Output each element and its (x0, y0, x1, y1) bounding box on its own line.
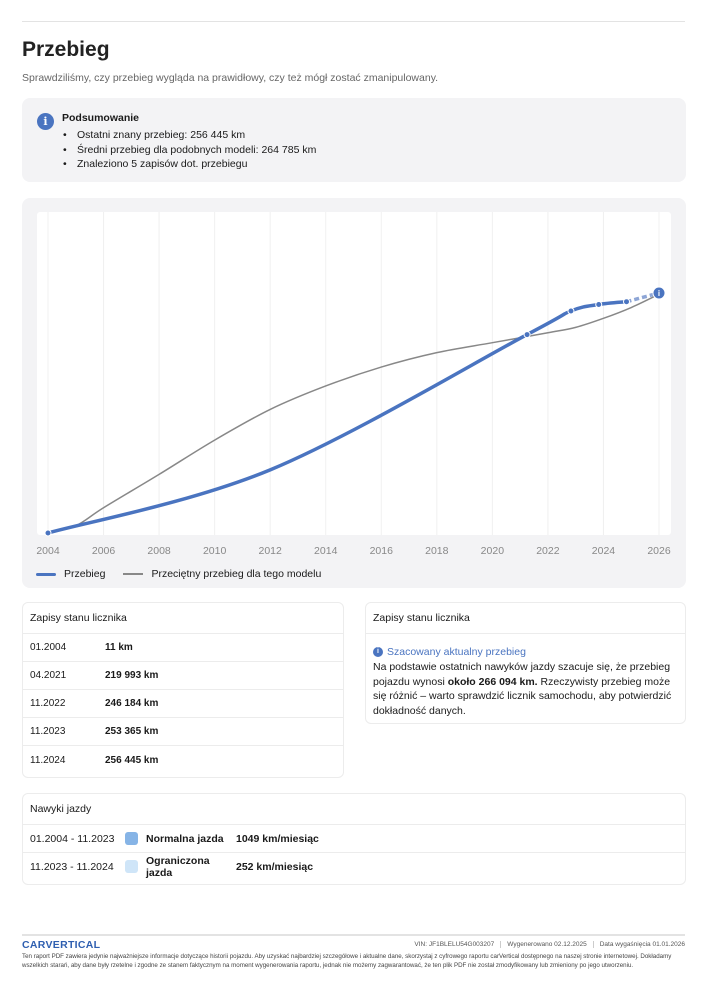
page-title: Przebieg (22, 38, 110, 61)
x-tick-label: 2022 (536, 545, 560, 557)
x-tick-label: 2006 (92, 545, 116, 557)
summary-box: i Podsumowanie Ostatni znany przebieg: 2… (22, 98, 686, 182)
mileage-record-point (44, 529, 52, 537)
report-meta: VIN: JF1BLELU54G003207 Wygenerowano 02.1… (414, 941, 685, 948)
mileage-record-point (567, 307, 575, 315)
info-icon: i (373, 647, 383, 657)
records-title: Zapisy stanu licznika (23, 603, 343, 634)
x-tick-label: 2018 (425, 545, 449, 557)
habit-swatch (125, 832, 138, 845)
chart-legend: Przebieg Przeciętny przebieg dla tego mo… (36, 568, 321, 580)
habit-label: Normalna jazda (146, 832, 224, 845)
page-subtitle: Sprawdziliśmy, czy przebieg wygląda na p… (22, 72, 439, 84)
record-date: 11.2022 (30, 698, 66, 709)
record-value: 253 365 km (105, 726, 159, 737)
habit-rate: 252 km/miesiąc (236, 860, 314, 873)
record-value: 219 993 km (105, 670, 159, 681)
mileage-record-point (623, 298, 631, 306)
info-icon: i (658, 289, 660, 298)
estimate-text-part: Rzeczywisty przebieg może się różnić – w… (373, 675, 672, 717)
x-tick-label: 2012 (259, 545, 283, 557)
x-tick-label: 2016 (370, 545, 394, 557)
carvertical-logo: CARVERTICAL (22, 939, 101, 951)
x-tick-label: 2020 (481, 545, 505, 557)
habit-period: 11.2023 - 11.2024 (30, 860, 114, 873)
record-row: 01.2004 11 km (23, 634, 343, 662)
divider (22, 934, 685, 936)
x-tick-label: 2026 (647, 545, 671, 557)
record-row: 11.2022 246 184 km (23, 690, 343, 718)
legend-label-average: Przeciętny przebieg dla tego modelu (151, 568, 322, 580)
generated-date: Wygenerowano 02.12.2025 (500, 941, 587, 948)
estimate-text-part: Na podstawie ostatnich nawyków jazdy sza… (373, 661, 671, 688)
estimate-point (652, 286, 666, 300)
mileage-chart: 2004 2006 2008 2010 2012 2014 2016 2018 2020 2022… (22, 198, 686, 588)
divider (22, 21, 685, 22)
x-tick-label: 2024 (592, 545, 616, 557)
vin: VIN: JF1BLELU54G003207 (414, 941, 495, 948)
average-mileage-line (47, 293, 660, 534)
legend-swatch-mileage (36, 572, 56, 576)
odometer-records-card: Zapisy stanu licznika 01.2004 11 km 04.202… (22, 602, 344, 778)
record-date: 11.2023 (30, 726, 66, 737)
summary-title: Podsumowanie (62, 112, 140, 124)
habit-row: 11.2023 - 11.2024 Ograniczona jazda 252 km… (23, 852, 685, 880)
record-value: 11 km (105, 642, 133, 653)
estimate-heading: i Szacowany aktualny przebieg (373, 646, 678, 658)
x-tick-label: 2008 (147, 545, 171, 557)
record-value: 246 184 km (105, 698, 159, 709)
chart-svg: 2004 2006 2008 2010 2012 2014 2016 2018 2020 2022… (36, 212, 671, 557)
expiry-date: Data wygaśnięcia 01.01.2026 (592, 941, 685, 948)
habit-swatch (125, 860, 138, 873)
plot-area (37, 212, 671, 535)
driving-habits-card: Nawyki jazdy 01.2004 - 11.2023 Normalna j… (22, 793, 686, 885)
record-date: 01.2004 (30, 642, 67, 653)
habits-title: Nawyki jazdy (30, 803, 92, 815)
x-tick-label: 2014 (314, 545, 338, 557)
summary-item: Ostatni znany przebieg: 256 445 km (62, 128, 316, 143)
disclaimer: Ten raport PDF zawiera jedynie najważnie… (22, 953, 672, 969)
x-tick-label: 2004 (36, 545, 60, 557)
summary-item: Średni przebieg dla podobnych modeli: 26… (62, 143, 316, 158)
record-row: 11.2023 253 365 km (23, 718, 343, 746)
habit-label: Ograniczona jazda (146, 854, 210, 879)
record-value: 256 445 km (105, 754, 159, 766)
info-icon: i (37, 113, 54, 130)
habit-row: 01.2004 - 11.2023 Normalna jazda 1049 km/m… (23, 824, 685, 852)
legend-label-mileage: Przebieg (64, 568, 106, 580)
record-date: 04.2021 (30, 670, 67, 681)
record-date: 11.2024 (30, 754, 66, 766)
estimate-text: Na podstawie ostatnich nawyków jazdy sza… (373, 660, 678, 718)
summary-list: Ostatni znany przebieg: 256 445 km Średn… (62, 128, 316, 172)
record-row: 04.2021 219 993 km (23, 662, 343, 690)
mileage-record-point (523, 331, 531, 339)
estimate-card: Zapisy stanu licznika i Szacowany aktualn… (365, 602, 686, 724)
estimate-heading-text: Szacowany aktualny przebieg (387, 646, 526, 658)
estimate-value: około 266 094 km. (447, 675, 538, 688)
habit-period: 01.2004 - 11.2023 (30, 832, 115, 845)
summary-item: Znaleziono 5 zapisów dot. przebiegu (62, 157, 316, 172)
estimate-card-title: Zapisy stanu licznika (366, 603, 685, 634)
habit-rate: 1049 km/miesiąc (236, 832, 319, 845)
record-row: 11.2024 256 445 km (23, 746, 343, 774)
x-tick-label: 2010 (203, 545, 227, 557)
legend-swatch-average (123, 573, 144, 575)
mileage-record-point (595, 300, 603, 308)
